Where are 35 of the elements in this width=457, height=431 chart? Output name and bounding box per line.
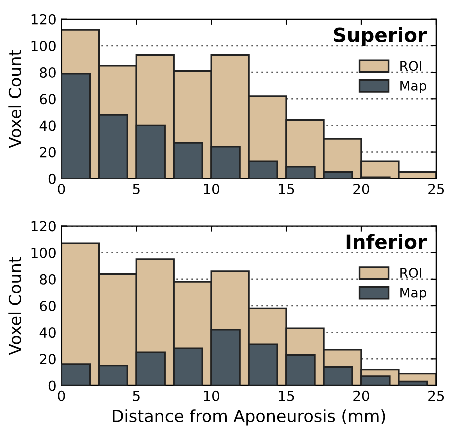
x-tick-label: 5	[133, 391, 140, 402]
chart-title: Inferior	[346, 234, 428, 250]
legend-label: ROI	[400, 61, 422, 72]
y-tick-label: 20	[40, 354, 56, 365]
y-tick-label: 60	[40, 300, 56, 312]
x-tick-label: 0	[58, 390, 66, 402]
legend-label: Map	[400, 81, 426, 94]
legend-label: Map	[400, 288, 426, 300]
x-tick-label: 20	[354, 184, 370, 194]
y-tick-label: 80	[40, 274, 56, 285]
y-tick-label: 40	[40, 328, 56, 338]
y-tick-label: 100	[32, 40, 56, 52]
x-tick-label: 10	[204, 390, 220, 402]
y-tick-label: 80	[40, 68, 56, 78]
x-tick-label: 15	[279, 184, 294, 194]
y-tick-label: 0	[48, 174, 56, 184]
y-tick-label: 100	[32, 248, 56, 258]
legend-label: ROI	[400, 268, 422, 278]
y-axis-title: Voxel Count	[8, 50, 22, 148]
x-tick-label: 25	[428, 184, 444, 194]
x-tick-label: 0	[58, 184, 66, 194]
x-tick-label: 5	[133, 184, 140, 194]
y-tick-label: 120	[32, 14, 56, 25]
y-tick-label: 20	[40, 147, 56, 158]
y-tick-label: 40	[40, 120, 56, 132]
x-tick-label: 20	[354, 390, 370, 402]
y-tick-label: 0	[48, 380, 56, 392]
y-axis-title: Voxel Count	[8, 257, 22, 356]
chart-title: Superior	[334, 27, 428, 46]
x-tick-label: 15	[279, 391, 294, 402]
x-tick-label: 10	[204, 184, 220, 194]
y-tick-label: 120	[32, 221, 56, 232]
x-axis-title: Distance from Aponeurosis (mm)	[113, 410, 386, 426]
y-tick-label: 60	[40, 94, 56, 105]
x-tick-label: 25	[428, 390, 444, 402]
